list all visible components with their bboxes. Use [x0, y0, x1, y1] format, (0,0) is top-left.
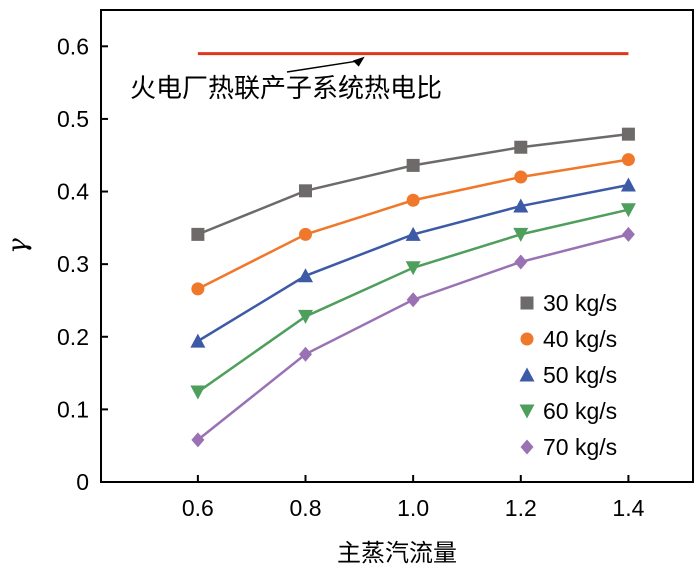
legend-label: 30 kg/s — [543, 290, 617, 316]
y-tick-label: 0.3 — [57, 251, 89, 277]
x-tick-label: 1.2 — [505, 495, 537, 521]
legend-label: 40 kg/s — [543, 326, 617, 352]
y-axis-label: γ — [3, 238, 33, 254]
data-point — [299, 346, 313, 362]
legend-label: 70 kg/s — [543, 434, 617, 460]
data-point — [514, 254, 528, 270]
data-point — [298, 268, 314, 283]
data-point — [520, 296, 534, 310]
legend: 30 kg/s 40 kg/s 50 kg/s 60 kg/s 70 kg/s — [519, 290, 617, 460]
data-point — [513, 198, 529, 213]
data-point — [406, 292, 420, 308]
data-point — [406, 193, 420, 207]
x-tick-label: 1.4 — [612, 495, 644, 521]
data-point — [299, 227, 313, 241]
legend-item: 50 kg/s — [519, 362, 617, 388]
data-point — [191, 432, 205, 448]
series-group — [190, 127, 636, 448]
legend-item: 60 kg/s — [519, 398, 617, 424]
data-point — [298, 309, 314, 324]
data-point — [191, 282, 205, 296]
series-1 — [191, 127, 635, 241]
data-point — [621, 127, 635, 141]
x-tick-label: 0.8 — [290, 495, 322, 521]
legend-label: 60 kg/s — [543, 398, 617, 424]
data-point — [513, 227, 529, 242]
series-3 — [190, 177, 636, 348]
series-line — [197, 132, 629, 236]
y-tick-label: 0.5 — [57, 106, 89, 132]
y-tick-label: 0.4 — [57, 179, 89, 205]
reference-line-group — [197, 52, 629, 73]
y-tick-label: 0.6 — [57, 33, 89, 59]
data-point — [299, 184, 313, 198]
data-point — [190, 385, 206, 400]
axes: 0 0.1 0.2 0.3 0.4 0.5 0.6 0.6 0.8 1.0 1.2 1.4 — [57, 9, 694, 521]
data-point — [405, 226, 421, 241]
y-tick-label: 0.1 — [57, 396, 89, 422]
data-point — [519, 404, 535, 419]
y-tick-label: 0.2 — [57, 324, 89, 350]
x-axis-label: 主蒸汽流量 — [337, 539, 457, 567]
x-tick-label: 0.6 — [182, 495, 214, 521]
data-point — [514, 140, 528, 154]
data-point — [190, 333, 206, 348]
data-point — [519, 367, 535, 382]
annotation-text: 火电厂热联产子系统热电比 — [130, 74, 442, 104]
plot-frame — [100, 9, 694, 483]
data-point — [514, 170, 528, 184]
data-point — [406, 158, 420, 172]
legend-item: 30 kg/s — [520, 290, 617, 316]
data-point — [620, 177, 636, 192]
data-point — [621, 226, 635, 242]
data-point — [520, 332, 534, 346]
legend-label: 50 kg/s — [543, 362, 617, 388]
annotation-arrow-line — [286, 59, 361, 73]
data-point — [621, 153, 635, 167]
data-point — [620, 203, 636, 218]
legend-item: 70 kg/s — [520, 434, 617, 460]
data-point — [405, 261, 421, 276]
legend-item: 40 kg/s — [520, 326, 617, 352]
y-tick-label: 0 — [76, 469, 89, 495]
series-2 — [191, 153, 635, 296]
series-5 — [191, 226, 635, 448]
x-tick-label: 1.0 — [397, 495, 429, 521]
series-4 — [190, 203, 636, 400]
data-point — [520, 439, 534, 455]
data-point — [191, 227, 205, 241]
annotation-arrow-head — [352, 56, 365, 67]
